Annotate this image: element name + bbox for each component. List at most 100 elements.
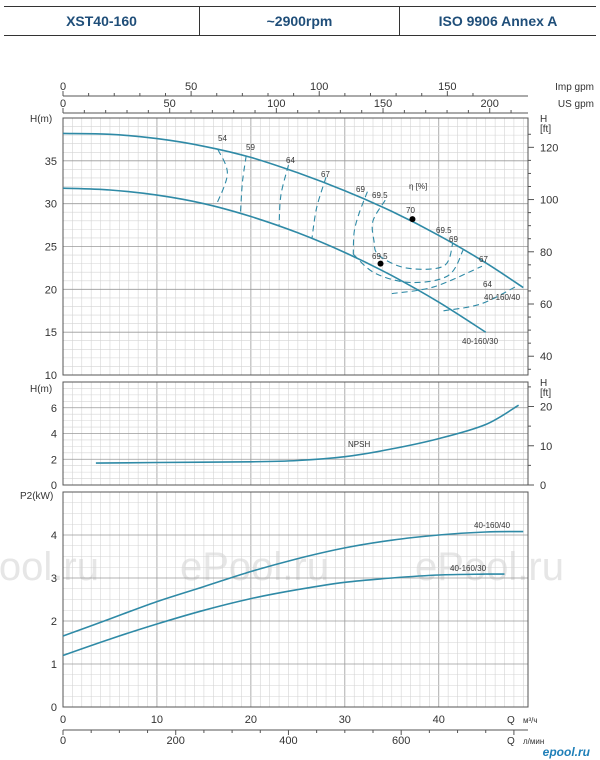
npsh-frame: [62, 381, 529, 486]
head-ft-label-h: H: [540, 114, 547, 125]
head-frame: [62, 117, 529, 376]
power-frame: [62, 491, 529, 708]
us-gpm-tick-label: 50: [164, 98, 176, 110]
m3h-axis-q: Q: [507, 715, 515, 726]
m3h-tick-label: 20: [245, 714, 257, 726]
m3h-tick-label: 40: [433, 714, 445, 726]
power-y-tick: 3: [51, 573, 57, 585]
efficiency-label-8: 69: [449, 235, 458, 244]
power-y-tick: 0: [51, 702, 57, 714]
head-ft-tick-label: 80: [540, 247, 552, 259]
epool-logo: epool.ru: [543, 745, 591, 759]
us-gpm-tick-label: 100: [267, 98, 285, 110]
imp-gpm-tick-label: 50: [185, 81, 197, 93]
head-ft-tick-label: 60: [540, 299, 552, 311]
lmin-axis-unit: л/мин: [523, 737, 544, 746]
efficiency-contour-3: [311, 176, 327, 239]
imp-gpm-axis-label: Imp gpm: [555, 82, 594, 93]
npsh-ft-tick-label: 10: [540, 441, 552, 453]
head-y-label: H(m): [30, 114, 52, 125]
m3h-tick-label: 10: [151, 714, 163, 726]
us-gpm-tick-label: 150: [374, 98, 392, 110]
series-label-head-a: 40-160/40: [484, 293, 521, 302]
npsh-y-tick: 6: [51, 403, 57, 415]
efficiency-label-5: 69.5: [372, 191, 388, 200]
m3h-tick-label: 0: [60, 714, 66, 726]
npsh-ft-label-h: H: [540, 378, 547, 389]
npsh-curve: [95, 404, 520, 464]
lmin-tick-label: 600: [392, 735, 410, 747]
efficiency-label-11: 69.5: [372, 252, 388, 261]
series-label-power-b: 40-160/30: [450, 564, 487, 573]
npsh-y-tick: 4: [51, 429, 57, 441]
efficiency-label-3: 67: [321, 170, 330, 179]
power-y-tick: 1: [51, 659, 57, 671]
imp-gpm-tick-label: 100: [310, 81, 328, 93]
head-ft-tick-label: 100: [540, 195, 558, 207]
lmin-tick-label: 400: [279, 735, 297, 747]
efficiency-contour-0: [215, 149, 228, 206]
imp-gpm-tick-label: 150: [438, 81, 456, 93]
head-y-tick: 10: [45, 370, 57, 382]
efficiency-label-7: 69.5: [436, 226, 452, 235]
npsh-y-tick: 2: [51, 454, 57, 466]
power-y-label: P2(kW): [20, 491, 53, 502]
series-label-npsh: NPSH: [348, 440, 370, 449]
efficiency-label-0: 54: [218, 134, 227, 143]
efficiency-contour-1: [239, 155, 247, 213]
npsh-y-label: H(m): [30, 384, 52, 395]
head-ft-tick-label: 120: [540, 142, 558, 154]
lmin-tick-label: 200: [167, 735, 185, 747]
efficiency-label-1: 59: [246, 143, 255, 152]
speed-label: ~2900rpm: [200, 7, 400, 35]
npsh-y-tick: 0: [51, 480, 57, 492]
lmin-axis-q: Q: [507, 736, 515, 747]
series-label-head-b: 40-160/30: [462, 337, 499, 346]
efficiency-axis-label: η [%]: [409, 182, 427, 191]
power-y-tick: 2: [51, 616, 57, 628]
series-label-power-a: 40-160/40: [474, 521, 511, 530]
imp-gpm-tick-label: 0: [60, 81, 66, 93]
npsh-ft-tick-label: 0: [540, 480, 546, 492]
efficiency-contour-7: [391, 265, 483, 295]
top-flow-axes: 0 50 100 150 0 50 100 150 200 Imp gpm US gpm: [60, 81, 594, 114]
head-y-tick: 30: [45, 199, 57, 211]
efficiency-label-9: 67: [479, 255, 488, 264]
power-panel: 0 1 2 3 4 P2(kW) 40-160/40 40-160/30: [20, 491, 529, 714]
power-y-tick: 4: [51, 530, 57, 542]
head-y-tick: 15: [45, 327, 57, 339]
m3h-tick-label: 30: [339, 714, 351, 726]
head-curve-40-160/40: [62, 132, 524, 289]
efficiency-contour-6: [352, 249, 464, 284]
efficiency-label-2: 64: [286, 156, 295, 165]
head-ft-label-unit: [ft]: [540, 124, 551, 135]
best-efficiency-point-1: [377, 260, 384, 267]
efficiency-label-4: 69: [356, 185, 365, 194]
efficiency-contour-5: [371, 199, 454, 270]
power-curve-40-160/40: [62, 530, 524, 637]
npsh-ft-label-unit: [ft]: [540, 388, 551, 399]
head-y-tick: 25: [45, 242, 57, 254]
efficiency-label-10: 64: [483, 280, 492, 289]
head-ft-tick-label: 40: [540, 351, 552, 363]
head-curve-40-160/30: [62, 187, 487, 333]
efficiency-contour-2: [278, 164, 290, 226]
us-gpm-tick-label: 0: [60, 98, 66, 110]
efficiency-contour-8: [443, 284, 519, 312]
npsh-panel: 0 2 4 6 H(m) H[ft] 0 10 20 NPSH: [30, 378, 552, 492]
us-gpm-tick-label: 200: [481, 98, 499, 110]
head-y-tick: 35: [45, 156, 57, 168]
standard-label: ISO 9906 Annex A: [438, 13, 558, 29]
efficiency-label-6: 70: [406, 206, 415, 215]
model-name: XST40-160: [4, 7, 200, 35]
lmin-tick-label: 0: [60, 735, 66, 747]
best-efficiency-point-0: [409, 216, 416, 223]
header-bar: XST40-160 ~2900rpm ISO 9906 Annex A: [4, 6, 596, 36]
efficiency-contour-4: [352, 191, 368, 255]
power-curve-40-160/30: [62, 573, 505, 657]
us-gpm-axis-label: US gpm: [558, 99, 594, 110]
head-panel: 10 15 20 25 30 35 H(m) H[ft] 40 60 80 100 120 40-160/…: [30, 114, 558, 382]
m3h-axis-unit: м³/ч: [523, 716, 538, 725]
